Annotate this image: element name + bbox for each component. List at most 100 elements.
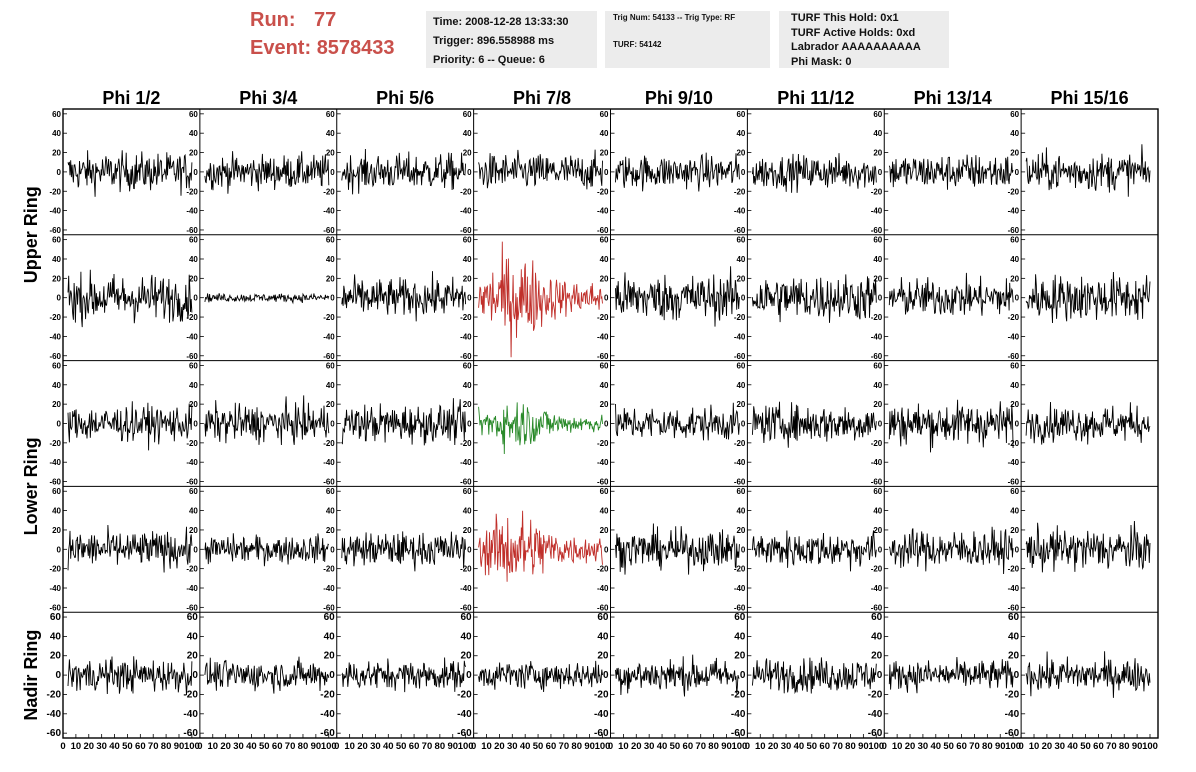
y-tick-label: 0 — [57, 420, 62, 429]
y-tick-label: 0 — [878, 545, 883, 554]
y-tick-label: -40 — [49, 207, 61, 216]
y-tick-label: 60 — [873, 110, 882, 119]
y-tick-label: 40 — [187, 631, 199, 642]
y-tick-label: -40 — [183, 709, 198, 720]
y-tick-label: -40 — [868, 709, 883, 720]
x-tick-label: 30 — [96, 741, 107, 752]
waveform-trace — [478, 510, 603, 582]
time-info-box: Time: 2008-12-28 13:33:30 Trigger: 896.5… — [426, 11, 597, 68]
waveform-trace — [204, 533, 330, 567]
x-tick-label: 30 — [781, 741, 792, 752]
ring-label: Upper Ring — [21, 186, 41, 283]
x-tick-label: 100 — [321, 741, 337, 752]
x-tick-label: 50 — [259, 741, 270, 752]
x-tick-label: 20 — [494, 741, 505, 752]
x-tick-label: 50 — [1080, 741, 1091, 752]
y-tick-label: 20 — [1010, 274, 1019, 283]
y-tick-label: -40 — [457, 709, 472, 720]
y-tick-label: 60 — [1010, 110, 1019, 119]
y-tick-label: 40 — [52, 129, 61, 138]
y-tick-label: 0 — [330, 294, 335, 303]
y-tick-label: 20 — [189, 274, 198, 283]
y-tick-label: -60 — [1008, 226, 1020, 235]
y-tick-label: -20 — [460, 313, 472, 322]
y-tick-label: -40 — [320, 709, 335, 720]
y-tick-label: 20 — [326, 526, 335, 535]
y-tick-label: 60 — [873, 487, 882, 496]
x-tick-label: 80 — [161, 741, 172, 752]
y-tick-label: -60 — [1008, 478, 1020, 487]
y-tick-label: -20 — [597, 187, 609, 196]
x-tick-label: 80 — [982, 741, 993, 752]
y-tick-label: 40 — [461, 631, 473, 642]
y-tick-label: 20 — [600, 149, 609, 158]
waveform-trace — [341, 398, 467, 446]
y-tick-label: 60 — [871, 612, 883, 623]
y-tick-label: -60 — [460, 352, 472, 361]
y-tick-label: -20 — [457, 689, 472, 700]
waveform-trace — [615, 402, 740, 441]
y-tick-label: 60 — [326, 110, 335, 119]
y-tick-label: 0 — [603, 670, 609, 681]
y-tick-label: 0 — [741, 545, 746, 554]
waveform-trace — [67, 401, 193, 451]
waveform-trace — [1025, 271, 1151, 324]
y-tick-label: 0 — [741, 168, 746, 177]
x-tick-label: 100 — [595, 741, 611, 752]
y-tick-label: 0 — [604, 545, 609, 554]
waveform-trace — [888, 526, 1014, 575]
y-tick-label: 0 — [878, 420, 883, 429]
y-tick-label: 40 — [324, 631, 336, 642]
x-tick-label: 50 — [807, 741, 818, 752]
y-tick-label: 0 — [878, 294, 883, 303]
y-tick-label: -60 — [871, 352, 883, 361]
x-tick-label: 70 — [969, 741, 980, 752]
y-tick-label: -40 — [49, 584, 61, 593]
x-tick-label: 90 — [858, 741, 869, 752]
y-tick-label: -40 — [323, 207, 335, 216]
y-tick-label: 20 — [1010, 526, 1019, 535]
waveform-trace — [67, 269, 193, 328]
y-tick-label: -60 — [323, 478, 335, 487]
waveform-trace — [751, 657, 877, 695]
y-tick-label: 60 — [463, 361, 472, 370]
y-tick-label: -40 — [460, 332, 472, 341]
y-tick-label: -60 — [460, 478, 472, 487]
y-tick-label: 0 — [878, 168, 883, 177]
y-tick-label: 60 — [734, 612, 746, 623]
y-tick-label: -20 — [47, 689, 62, 700]
y-tick-label: -60 — [49, 603, 61, 612]
y-tick-label: -20 — [871, 187, 883, 196]
ring-label: Nadir Ring — [21, 630, 41, 721]
x-tick-label: 60 — [546, 741, 557, 752]
y-tick-label: 0 — [467, 545, 472, 554]
y-tick-label: -40 — [460, 207, 472, 216]
waveform-trace — [615, 523, 740, 575]
y-tick-label: 0 — [57, 294, 62, 303]
y-tick-label: -20 — [1008, 313, 1020, 322]
column-header: Phi 5/6 — [376, 88, 434, 108]
y-tick-label: 20 — [461, 651, 473, 662]
y-tick-label: 60 — [1010, 236, 1019, 245]
y-tick-label: -20 — [49, 313, 61, 322]
x-tick-label: 80 — [845, 741, 856, 752]
y-tick-label: -60 — [460, 603, 472, 612]
y-tick-label: -20 — [183, 689, 198, 700]
column-header: Phi 11/12 — [777, 88, 854, 108]
y-tick-label: -40 — [594, 709, 609, 720]
waveform-trace — [478, 660, 603, 693]
y-tick-label: -40 — [871, 584, 883, 593]
y-tick-label: -60 — [186, 603, 198, 612]
y-tick-label: 60 — [326, 361, 335, 370]
y-tick-label: -20 — [323, 313, 335, 322]
waveform-trace — [751, 274, 877, 323]
x-tick-label: 20 — [631, 741, 642, 752]
y-tick-label: 0 — [466, 670, 472, 681]
y-tick-label: 60 — [189, 236, 198, 245]
y-tick-label: 0 — [741, 420, 746, 429]
x-tick-label: 70 — [832, 741, 843, 752]
y-tick-label: 40 — [1008, 631, 1020, 642]
y-tick-label: 20 — [189, 400, 198, 409]
waveform-trace — [478, 149, 603, 190]
x-tick-label: 10 — [618, 741, 629, 752]
